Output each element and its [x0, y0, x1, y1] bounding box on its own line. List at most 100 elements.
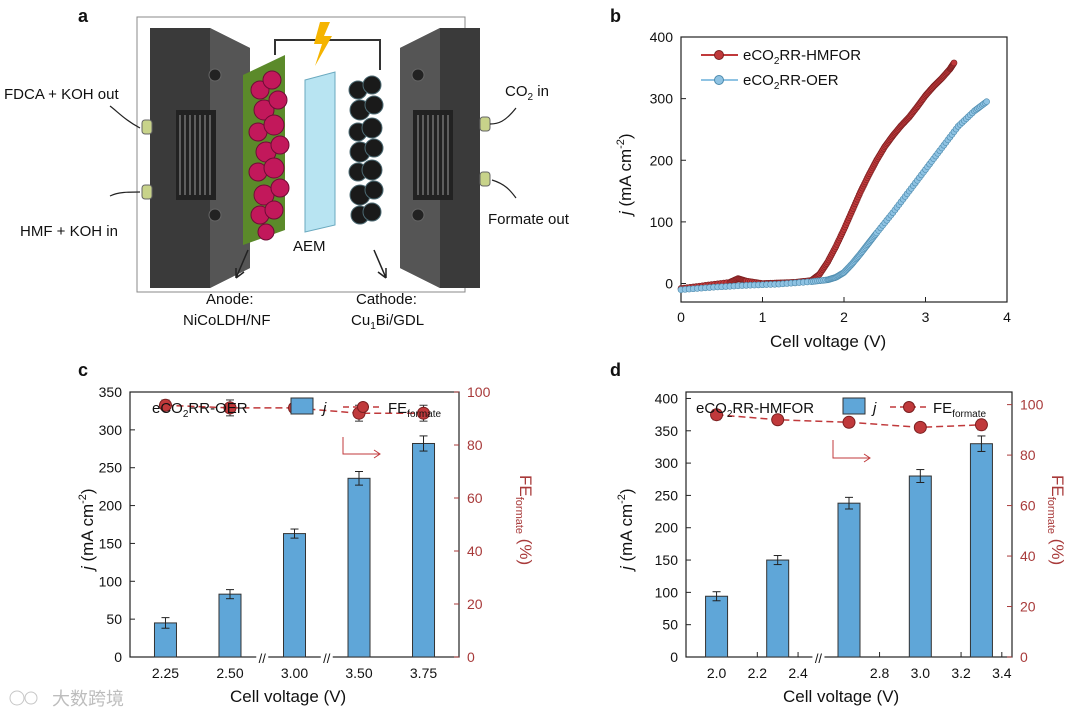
arrow-formate-icon [491, 179, 517, 199]
series-line-oer [680, 100, 988, 291]
y2-tick-label: 100 [1020, 397, 1044, 413]
chart-b-frame [680, 36, 1008, 303]
chart-d-bars [705, 435, 993, 658]
panel-d-label: d [610, 360, 621, 380]
y-tick-label: 150 [99, 535, 123, 551]
panel-d: d 0 50 100 150 200 250 300 350 400 0 20 40 60 80 100 2.… [610, 360, 1067, 706]
x-tick-label: 2 [840, 309, 848, 325]
y-tick-label: 100 [650, 214, 674, 230]
bar [969, 443, 993, 658]
y-tick-label: 200 [655, 520, 679, 536]
legend-j-label: j [871, 400, 877, 417]
x-tick-label: 3.50 [345, 665, 372, 681]
chart-c-ylabel: j (mA cm-2) [77, 488, 97, 572]
y2-tick-label: 20 [1020, 599, 1036, 615]
y-tick-label: 300 [650, 91, 674, 107]
panel-c: c 0 50 100 150 200 250 300 350 0 20 40 60 80 100 2.25 2… [77, 360, 535, 706]
aem-label: AEM [293, 238, 326, 255]
chart-c-ticks: 0 50 100 150 200 250 300 350 0 20 40 60 80 100 2.25 2.5… [99, 384, 491, 681]
watermark-logo-icon [24, 691, 38, 705]
chart-b-series [677, 59, 990, 293]
chart-c-legend: eCO2RR-OER j FEformate [152, 397, 442, 420]
x-tick-label: 3.2 [951, 665, 971, 681]
fdca-out-label: FDCA + KOH out [4, 86, 119, 103]
legend-fe-label: FEformate [388, 400, 442, 420]
y-tick-label: 200 [650, 152, 674, 168]
bar [837, 502, 861, 658]
x-tick-label: 3.75 [410, 665, 437, 681]
panel-a-label: a [78, 6, 89, 26]
y-tick-label: 50 [662, 617, 678, 633]
axis-break-mark: // [323, 651, 331, 666]
anode-material: NiCoLDH/NF [183, 312, 271, 329]
bar [347, 477, 371, 658]
x-tick-label: 3 [922, 309, 930, 325]
anode-catalyst [248, 70, 290, 241]
formate-out-label: Formate out [488, 211, 570, 228]
legend-marker-hmfor [714, 50, 724, 60]
x-tick-label: 0 [677, 309, 685, 325]
cathode-material: Cu1Bi/GDL [351, 312, 424, 332]
port-out [479, 171, 491, 187]
lightning-bolt-icon [314, 22, 332, 66]
chart-c-bars [153, 435, 436, 658]
y2-tick-label: 60 [467, 490, 483, 506]
chart-d-ticks: 0 50 100 150 200 250 300 350 400 0 20 40 60 80 100 2.0 2… [655, 390, 1044, 681]
port-in [479, 116, 491, 132]
x-tick-label: 1 [759, 309, 767, 325]
data-point [983, 98, 990, 106]
panel-b-label: b [610, 6, 621, 26]
x-tick-label: 2.2 [748, 665, 768, 681]
x-tick-label: 3.00 [281, 665, 308, 681]
bar [766, 559, 790, 658]
bar [705, 595, 729, 658]
fe-point [842, 415, 856, 429]
y-tick-label: 400 [655, 390, 679, 406]
port-out [141, 119, 153, 135]
y-tick-label: 400 [650, 29, 674, 45]
x-tick-label: 2.4 [788, 665, 808, 681]
y2-tick-label: 0 [1020, 649, 1028, 665]
y2-tick-label: 100 [467, 384, 491, 400]
x-tick-label: 3.4 [992, 665, 1012, 681]
chart-b-ticks: 0 1 2 3 4 0 100 200 300 400 [650, 29, 1011, 325]
chart-b-xlabel: Cell voltage (V) [770, 332, 886, 351]
fe-point [417, 406, 431, 420]
chart-c-title: eCO2RR-OER [152, 400, 248, 420]
legend-label-oer: eCO2RR-OER [743, 72, 839, 92]
bolt-hole [411, 68, 425, 82]
fe-point [223, 401, 237, 415]
anode-title: Anode: [206, 291, 254, 308]
x-tick-label: 2.50 [216, 665, 243, 681]
y-tick-label: 200 [99, 498, 123, 514]
x-tick-label: 4 [1003, 309, 1011, 325]
port-in [141, 184, 153, 200]
x-tick-label: 2.8 [870, 665, 890, 681]
y2-tick-label: 80 [1020, 447, 1036, 463]
y2-tick-label: 60 [1020, 498, 1036, 514]
legend-fe-marker [903, 401, 915, 413]
legend-j-label: j [321, 400, 327, 417]
y-tick-label: 0 [114, 649, 122, 665]
cathode-pointer-icon [373, 249, 387, 279]
arrow-out-icon [109, 105, 141, 129]
fe-axis-pointer-icon [832, 440, 871, 463]
watermark: 大数跨境 [9, 689, 124, 709]
fe-point [771, 413, 785, 427]
bar [412, 442, 436, 658]
panel-c-label: c [78, 360, 88, 380]
right-flowfield-channels [417, 115, 449, 195]
fe-point [158, 398, 172, 412]
y-tick-label: 50 [106, 611, 122, 627]
axis-break-mark: // [259, 651, 267, 666]
cathode-title: Cathode: [356, 291, 417, 308]
fe-point [710, 408, 724, 422]
fe-line [165, 404, 424, 414]
bar [283, 533, 306, 658]
legend-marker-oer [714, 75, 724, 85]
bolt-hole [411, 208, 425, 222]
left-flowfield [176, 110, 216, 200]
chart-d-xlabel: Cell voltage (V) [783, 687, 899, 706]
y-tick-label: 300 [99, 422, 123, 438]
chart-d-fe-series [710, 408, 988, 434]
